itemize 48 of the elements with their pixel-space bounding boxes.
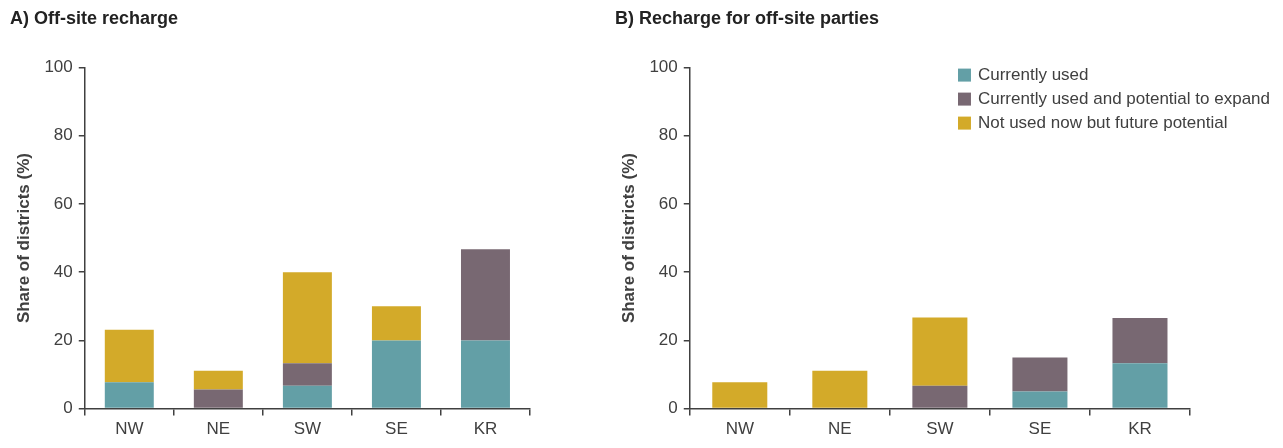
x-tick-label: KR [473, 419, 498, 439]
bar [193, 370, 243, 390]
y-tick-label: 20 [53, 330, 73, 350]
y-tick-label: 60 [658, 193, 678, 213]
bar [712, 382, 768, 408]
y-axis-title: Share of districts (%) [13, 153, 33, 324]
x-tick-label: NW [725, 419, 754, 439]
y-tick-label: 40 [53, 261, 73, 281]
x-tick-label: NE [828, 419, 852, 439]
bar [1012, 357, 1068, 392]
y-tick-label: 60 [53, 193, 73, 213]
y-tick-label: 20 [658, 330, 678, 350]
y-tick-label: 100 [649, 57, 678, 77]
y-axis-title: Share of districts (%) [618, 153, 638, 324]
bar [1012, 391, 1068, 408]
y-tick-label: 0 [63, 398, 73, 418]
bar [282, 272, 332, 364]
legend-label: Currently used and potential to expand [977, 89, 1270, 109]
bar [460, 340, 510, 408]
y-tick-label: 100 [44, 57, 73, 77]
y-tick-label: 80 [53, 125, 73, 145]
bar [460, 249, 510, 341]
bar [371, 306, 421, 341]
y-tick-label: 80 [658, 125, 678, 145]
bar [104, 329, 154, 383]
x-tick-label: NE [206, 419, 231, 439]
bar [812, 370, 868, 408]
x-tick-label: KR [1128, 419, 1152, 439]
x-tick-label: NW [115, 419, 144, 439]
y-tick-label: 0 [668, 398, 678, 418]
x-tick-label: SE [385, 419, 408, 439]
legend-label: Currently used [977, 65, 1089, 85]
legend-label: Not used now but future potential [977, 113, 1228, 133]
x-tick-label: SW [293, 419, 322, 439]
y-tick-label: 40 [658, 261, 678, 281]
bar [193, 389, 243, 408]
bar [912, 385, 968, 408]
bar [912, 317, 968, 386]
bar [282, 363, 332, 386]
chart-title: A) Off-site recharge [10, 7, 179, 28]
bar [1112, 363, 1168, 408]
bar [104, 382, 154, 408]
bar [1112, 317, 1168, 364]
x-tick-label: SW [926, 419, 954, 439]
bar [371, 340, 421, 408]
chart-title: B) Recharge for off-site parties [615, 7, 880, 28]
bar [282, 385, 332, 408]
x-tick-label: SE [1028, 419, 1052, 439]
